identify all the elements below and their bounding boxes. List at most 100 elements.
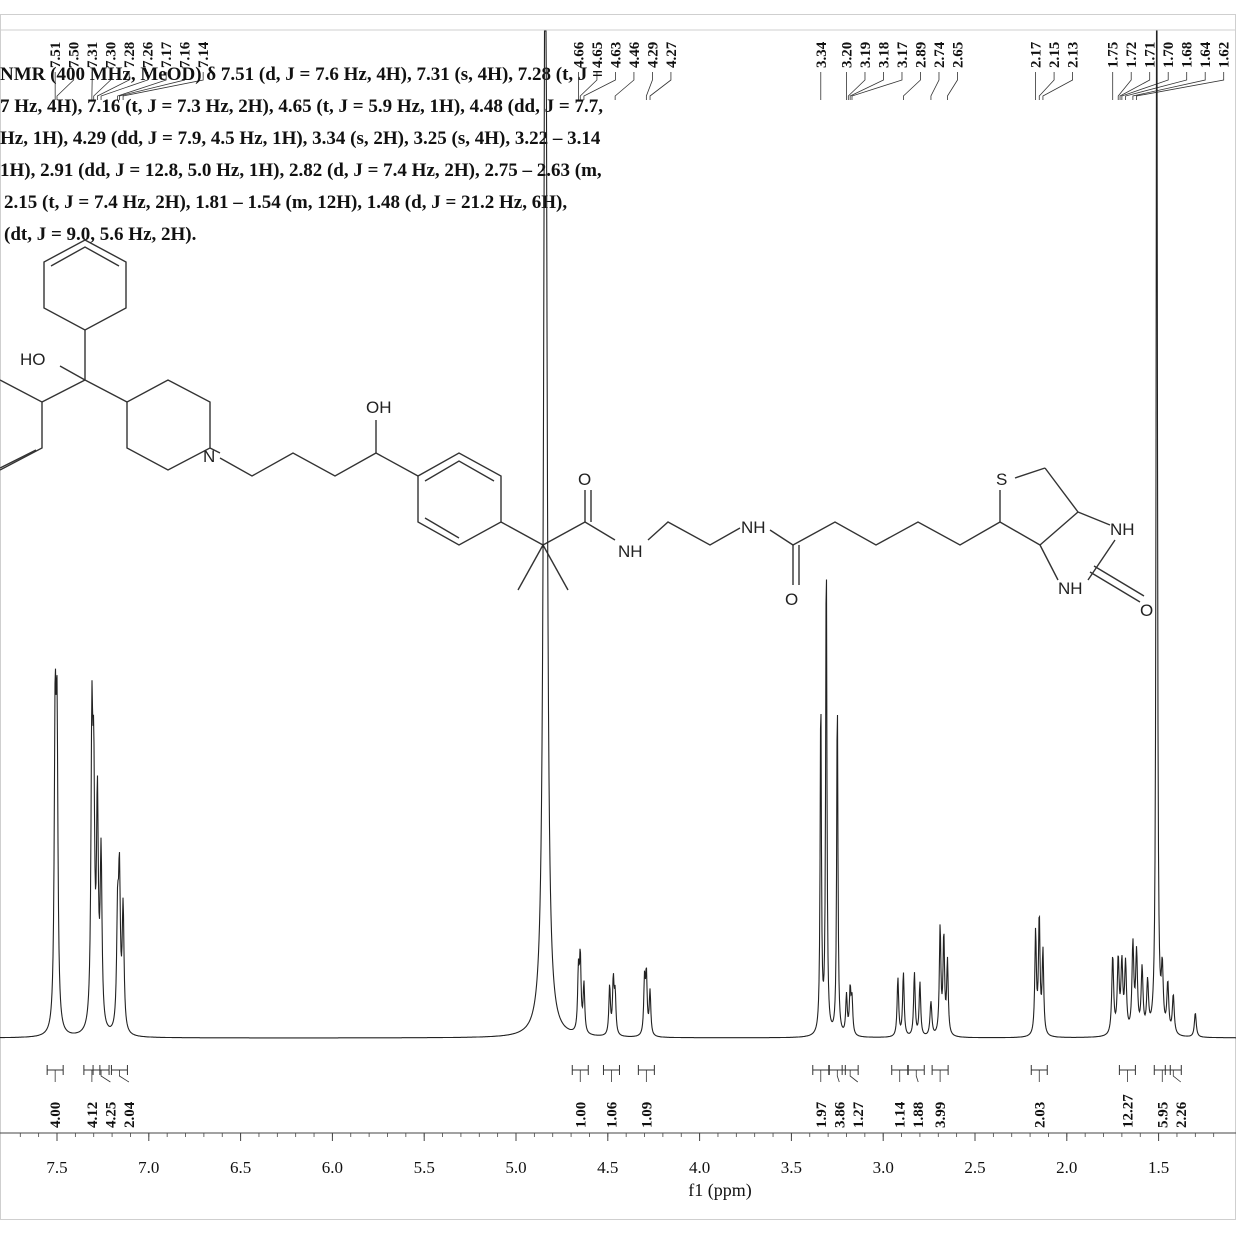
- peak-label: 4.66: [571, 41, 587, 68]
- integral-label: 1.27: [851, 1101, 867, 1128]
- x-tick-label: 6.5: [230, 1158, 251, 1177]
- peak-label-leader: [56, 72, 75, 100]
- peak-label: 2.74: [932, 41, 948, 68]
- peak-label-leader: [579, 72, 598, 100]
- description-line-6: (dt, J = 9.0, 5.6 Hz, 2H).: [4, 224, 196, 245]
- description-line-4: 1H), 2.91 (dd, J = 12.8, 5.0 Hz, 1H), 2.…: [0, 160, 602, 181]
- peak-label: 3.18: [876, 42, 892, 68]
- bond: [1044, 467, 1079, 513]
- peak-label-leader: [1121, 72, 1169, 100]
- x-axis-ticks: 7.5 7.0 6.5 6.0 5.5 5.0 4.5 4.0 3.5 3.0 2.5 2.0 1.5: [19, 1133, 1215, 1177]
- peak-label: 3.19: [858, 42, 874, 68]
- peak-label: 7.14: [196, 41, 212, 68]
- bond: [0, 449, 37, 469]
- integral-label: 1.14: [893, 1101, 909, 1128]
- x-tick-label: 7.0: [138, 1158, 159, 1177]
- x-tick-label: 6.0: [322, 1158, 343, 1177]
- peak-label: 3.20: [839, 42, 855, 68]
- peak-label: 7.26: [141, 41, 157, 68]
- peak-label-leader: [902, 72, 921, 100]
- bond: [59, 365, 86, 381]
- pentyl-chain: [792, 521, 1001, 546]
- bond: [1089, 571, 1141, 603]
- nmr-description: NMR (400 MHz, MeOD) δ 7.51 (d, J = 7.6 H…: [0, 64, 603, 245]
- x-tick-label: 5.0: [505, 1158, 526, 1177]
- molecule-structure: [0, 239, 1145, 603]
- peak-label-leader: [930, 72, 940, 100]
- phenyl-ring-left: [0, 379, 43, 471]
- peak-label: 2.89: [913, 42, 929, 68]
- x-tick-label: 3.0: [873, 1158, 894, 1177]
- peak-label: 1.64: [1198, 41, 1214, 68]
- peak-label-leader: [1132, 72, 1206, 100]
- bond: [999, 521, 1041, 546]
- integral-label: 1.00: [573, 1102, 589, 1128]
- bond: [769, 529, 794, 546]
- integral-leader: [915, 1070, 919, 1083]
- peak-label-leader: [847, 72, 866, 100]
- atom-nh4: NH: [1058, 579, 1083, 598]
- atom-nh2: NH: [741, 518, 766, 537]
- bond: [375, 452, 419, 477]
- integral-label: 5.95: [1155, 1102, 1171, 1128]
- spectrum-line: [0, 30, 1236, 1039]
- bond: [209, 447, 221, 454]
- bond: [1039, 511, 1079, 546]
- peak-label: 2.65: [950, 42, 966, 68]
- x-tick-label: 4.5: [597, 1158, 618, 1177]
- x-tick-label: 3.5: [781, 1158, 802, 1177]
- bond: [1077, 511, 1111, 526]
- atom-ho: HO: [20, 350, 46, 369]
- ethylene-linker: [647, 521, 741, 546]
- bond: [424, 517, 460, 539]
- peak-label-leader: [1042, 72, 1073, 100]
- peak-label: 2.17: [1029, 41, 1045, 68]
- peak-label: 4.29: [645, 42, 661, 68]
- peak-label: 7.17: [159, 41, 175, 68]
- x-axis-label: f1 (ppm): [688, 1180, 751, 1201]
- peak-label: 1.71: [1143, 42, 1159, 68]
- integral-label: 4.25: [103, 1102, 119, 1128]
- description-line-1: NMR (400 MHz, MeOD) δ 7.51 (d, J = 7.6 H…: [0, 64, 603, 85]
- atom-oh: OH: [366, 398, 392, 417]
- peak-label-leader: [93, 72, 112, 100]
- bond: [1014, 467, 1046, 479]
- integral-leader: [119, 1070, 130, 1083]
- peak-label: 4.27: [664, 41, 680, 68]
- peak-label-leader: [614, 72, 635, 100]
- x-tick-label: 2.0: [1056, 1158, 1077, 1177]
- molecule-labels: HO OH N O NH NH O S NH NH O: [20, 350, 1153, 620]
- integral-label: 2.26: [1174, 1101, 1190, 1128]
- peak-label: 1.62: [1217, 42, 1233, 68]
- piperidine-ring: [126, 379, 211, 471]
- bond: [1039, 544, 1059, 581]
- peak-label-leader: [117, 72, 167, 100]
- integral-leader: [1172, 1070, 1182, 1083]
- bond: [41, 379, 86, 403]
- peak-label: 2.13: [1066, 42, 1082, 68]
- integral-label: 4.12: [85, 1102, 101, 1128]
- integral-leader: [836, 1070, 840, 1083]
- integral-label: 1.88: [911, 1102, 927, 1128]
- peak-label-leader: [583, 72, 616, 100]
- peak-label: 1.72: [1124, 42, 1140, 68]
- bond: [500, 521, 544, 546]
- peak-label-leader: [122, 72, 204, 100]
- description-line-5: 2.15 (t, J = 7.4 Hz, 2H), 1.81 – 1.54 (m…: [4, 192, 567, 213]
- atom-o1: O: [578, 470, 591, 489]
- peak-labels: 7.51 7.50 7.31 7.30 7.28 7.26 7.17 7.16 7.14 4.66…: [48, 41, 1233, 100]
- integral-label: 2.03: [1032, 1102, 1048, 1128]
- peak-label: 4.46: [627, 41, 643, 68]
- peak-label-leader: [645, 72, 653, 100]
- peak-label: 7.50: [67, 42, 83, 68]
- bond: [542, 521, 586, 546]
- bond: [542, 544, 569, 591]
- peak-label: 1.68: [1180, 42, 1196, 68]
- peak-label: 4.65: [590, 42, 606, 68]
- integral-leader: [849, 1070, 859, 1083]
- phenyl-ring-para: [417, 452, 502, 546]
- atom-s: S: [996, 470, 1007, 489]
- peak-label-leader: [119, 72, 186, 100]
- atom-o3: O: [1140, 601, 1153, 620]
- peak-label: 3.34: [814, 41, 830, 68]
